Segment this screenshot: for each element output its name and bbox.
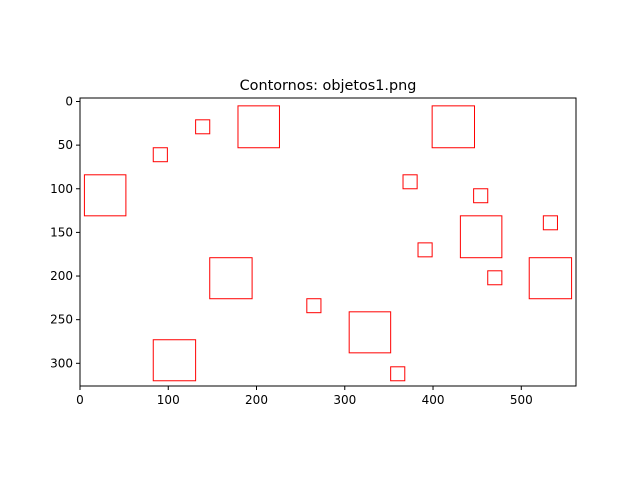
y-axis: 0 50 100 150 200 250 300	[50, 94, 80, 370]
contour-box	[152, 147, 168, 163]
x-tick-label: 500	[510, 393, 533, 407]
contour-box	[195, 119, 211, 135]
contour-box	[348, 311, 392, 354]
contour-box	[152, 339, 197, 382]
x-tick-label: 300	[333, 393, 356, 407]
y-tick-label: 300	[50, 356, 73, 370]
contour-box	[417, 242, 433, 258]
contour-box	[83, 174, 127, 217]
contour-box	[390, 366, 406, 382]
contour-box	[402, 174, 418, 190]
y-tick-label: 0	[65, 94, 73, 108]
contour-box	[306, 298, 322, 314]
axes-frame	[79, 97, 577, 387]
contour-box	[487, 270, 503, 286]
y-tick-label: 100	[50, 182, 73, 196]
x-tick-label: 200	[245, 393, 268, 407]
x-tick-label: 0	[76, 393, 84, 407]
contour-box	[209, 257, 253, 300]
contour-box	[431, 105, 476, 149]
y-tick-label: 150	[50, 225, 73, 239]
contour-box	[542, 215, 558, 231]
y-tick-label: 50	[58, 138, 73, 152]
contour-box	[459, 215, 503, 259]
contour-box	[473, 188, 489, 204]
x-axis: 0 100 200 300 400 500	[76, 386, 533, 407]
y-tick-label: 250	[50, 313, 73, 327]
contour-box	[528, 257, 573, 300]
contour-box	[237, 105, 280, 149]
x-tick-label: 400	[422, 393, 445, 407]
x-tick-label: 100	[157, 393, 180, 407]
chart-title: Contornos: objetos1.png	[240, 78, 417, 94]
y-tick-label: 200	[50, 269, 73, 283]
plot-area	[83, 105, 573, 382]
